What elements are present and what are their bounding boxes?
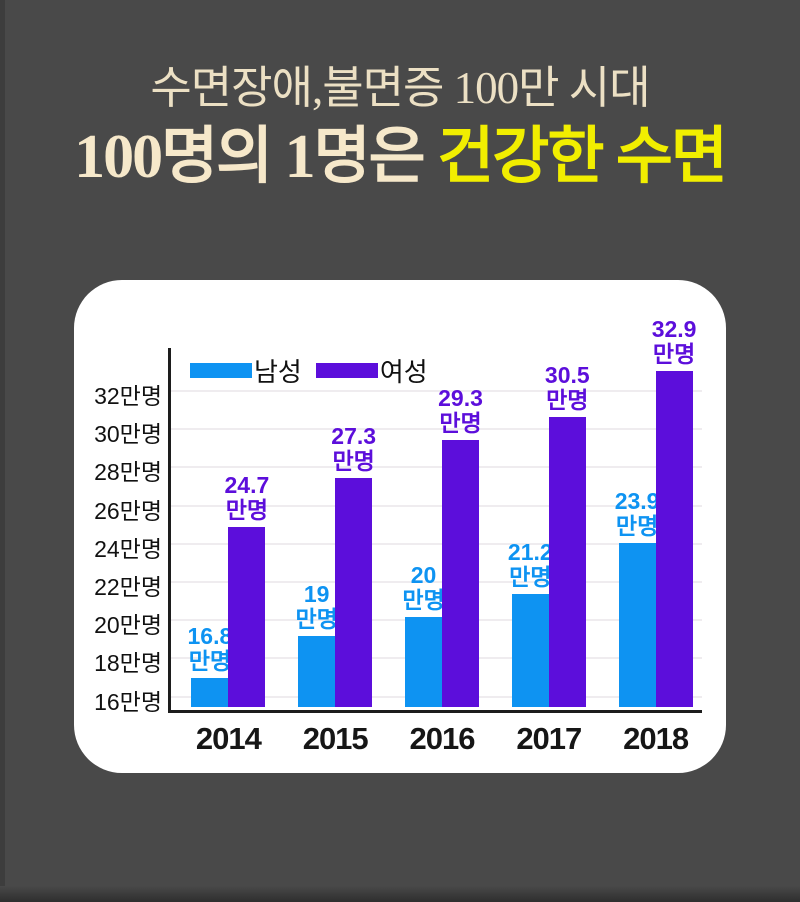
y-tick-label: 20만명 <box>94 612 162 639</box>
x-axis-line <box>168 710 702 713</box>
gridline-28 <box>171 466 702 469</box>
y-tick-label: 18만명 <box>94 650 162 677</box>
title-highlight: 건강한 수면 <box>437 123 728 191</box>
y-tick-label: 30만명 <box>94 421 162 448</box>
x-category-label-2014: 2014 <box>195 721 262 756</box>
y-tick-label: 26만명 <box>94 497 162 524</box>
gridline-32 <box>171 389 702 392</box>
y-tick-label: 24만명 <box>94 535 162 562</box>
bar-value-여성-2017: 30.5 만명 <box>544 361 590 413</box>
bar-남성-2015 <box>298 636 336 707</box>
x-category-label-2017: 2017 <box>516 721 582 756</box>
legend-swatch-남성 <box>190 363 252 378</box>
bar-남성-2016 <box>405 617 442 707</box>
bottom-shadow <box>0 886 800 902</box>
bar-value-남성-2015: 19 만명 <box>295 581 338 633</box>
chart-card: 남성 여성 16.8 만명 24.7 만명 19 만명 27.3 만명 20 만명 29.3… <box>74 280 726 773</box>
bar-value-남성-2016: 20 만명 <box>402 562 445 614</box>
bar-여성-2016 <box>442 439 479 707</box>
left-edge-shade <box>0 0 5 902</box>
y-tick-label: 16만명 <box>94 688 162 715</box>
bar-여성-2018 <box>655 370 693 707</box>
legend-swatch-여성 <box>315 363 378 378</box>
legend-label-남성: 남성 <box>254 357 302 387</box>
bar-남성-2014 <box>191 678 229 707</box>
y-tick-label: 22만명 <box>94 574 162 600</box>
bar-남성-2017 <box>511 594 549 707</box>
bar-value-여성-2016: 29.3 만명 <box>438 384 483 436</box>
bar-value-여성-2014: 24.7 만명 <box>224 472 270 524</box>
subtitle: 수면장애,불면증 100만 시대 <box>150 63 650 113</box>
x-category-label-2015: 2015 <box>302 721 369 756</box>
y-tick-label: 32만명 <box>94 382 162 409</box>
gridline-26 <box>171 504 702 507</box>
bar-value-남성-2017: 21.2 만명 <box>507 539 553 591</box>
bar-value-남성-2014: 16.8 만명 <box>187 623 233 675</box>
y-tick-label: 28만명 <box>94 459 162 486</box>
bar-chart: 남성 여성 16.8 만명 24.7 만명 19 만명 27.3 만명 20 만명 29.3… <box>74 280 726 773</box>
bar-여성-2015 <box>335 477 373 707</box>
legend-label-여성: 여성 <box>379 357 428 387</box>
bar-여성-2017 <box>548 416 586 707</box>
bar-남성-2018 <box>618 542 656 707</box>
bar-value-여성-2018: 32.9 만명 <box>651 315 697 367</box>
header: 수면장애,불면증 100만 시대 100명의 1명은 건강한 수면 <box>0 58 800 196</box>
plot-area: 16.8 만명 24.7 만명 19 만명 27.3 만명 20 만명 29.3 만명 21… <box>168 316 702 713</box>
bar-여성-2014 <box>228 527 266 707</box>
title-prefix: 100명의 1명은 <box>74 123 438 191</box>
y-axis-line <box>168 348 171 713</box>
x-category-label-2018: 2018 <box>623 721 689 756</box>
bar-value-여성-2015: 27.3 만명 <box>331 422 377 474</box>
x-category-label-2016: 2016 <box>409 721 476 756</box>
page-title: 100명의 1명은 건강한 수면 <box>0 118 800 196</box>
bar-value-남성-2018: 23.9 만명 <box>614 487 660 539</box>
gridline-30 <box>171 428 702 431</box>
gridline-24 <box>171 542 702 545</box>
chart-legend: 남성 여성 <box>190 352 442 389</box>
gridline-22 <box>171 581 702 583</box>
